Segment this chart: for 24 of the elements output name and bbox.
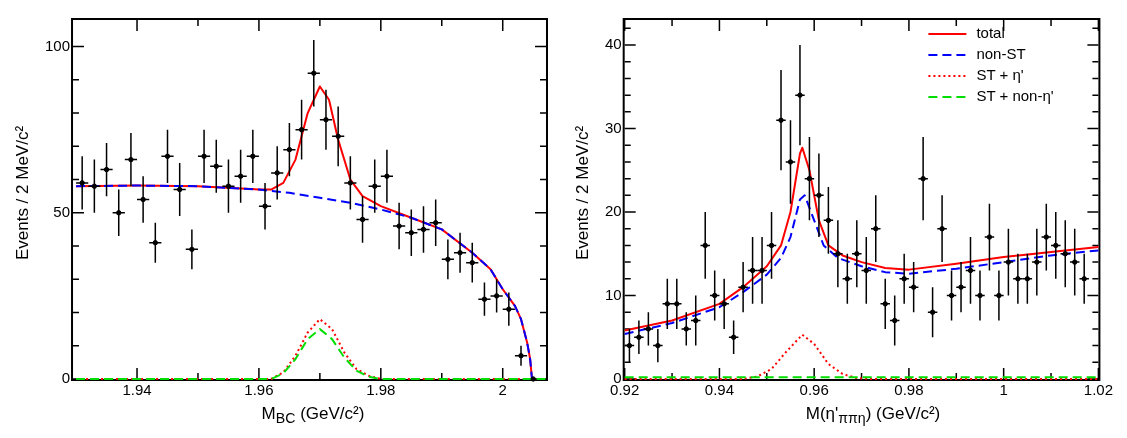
y-tick-label: 30 — [605, 118, 622, 136]
x-axis-title: M(η'$_{ππη}$) (GeV/c²) — [804, 404, 942, 427]
x-tick-label: 2 — [498, 381, 507, 399]
y-tick-label: 0 — [61, 369, 71, 387]
x-tick-label: 0.98 — [894, 381, 924, 399]
y-tick-label: 10 — [605, 285, 622, 303]
legend-label: ST + η' — [976, 66, 1024, 84]
legend-label: non-ST — [976, 45, 1026, 63]
x-tick-label: 0.96 — [799, 381, 829, 399]
y-tick-label: 50 — [53, 202, 71, 220]
x-axis-title: M$_{BC}$ (GeV/c²) — [260, 404, 366, 427]
y-tick-label: 20 — [605, 202, 622, 220]
y-axis-title: Events / 2 MeV/c² — [573, 125, 593, 261]
x-tick-label: 1 — [999, 381, 1008, 399]
x-tick-label: 1.96 — [244, 381, 274, 399]
x-tick-label: 1.98 — [366, 381, 396, 399]
y-axis-title: Events / 2 MeV/c² — [13, 125, 33, 261]
legend-label: total — [976, 24, 1005, 42]
x-tick-label: 1.02 — [1083, 381, 1113, 399]
y-tick-label: 40 — [605, 35, 622, 53]
x-tick-label: 1.94 — [122, 381, 152, 399]
x-tick-label: 0.94 — [704, 381, 735, 399]
y-tick-label: 100 — [45, 36, 71, 54]
legend-label: ST + non-η' — [976, 87, 1054, 105]
